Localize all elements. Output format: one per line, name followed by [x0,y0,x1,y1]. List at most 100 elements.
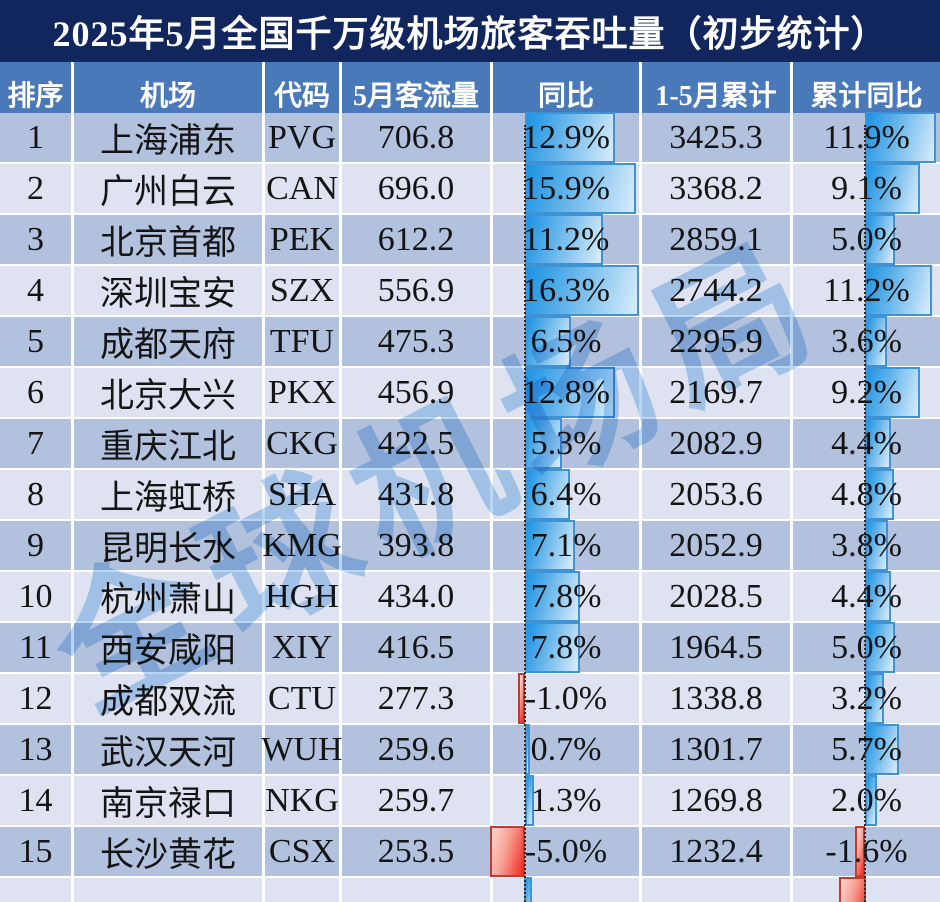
code-cell-label: XIY [271,628,333,666]
rank-cell: 14 [0,776,71,825]
code-cell-label: PVG [267,118,337,156]
positive-data-bar [525,265,639,316]
positive-data-bar [525,520,575,571]
airport-cell: 南京禄口 [74,776,262,825]
may-volume-cell-label: 253.5 [377,832,455,870]
airport-cell: 成都双流 [74,674,262,723]
cum-yoy-cell: 9.1% [793,163,940,214]
cum-yoy-cell-label: 3.8% [831,526,902,564]
positive-data-bar [865,418,891,469]
cumulative-cell: 2744.2 [642,266,790,315]
code-cell-label: PKX [267,373,337,411]
airport-cell-label: 深圳宝安 [100,276,236,313]
code-cell-label: CKG [266,424,338,462]
yoy-cell: 7.1% [493,520,639,571]
partial-positive-data-bar [524,877,532,902]
yoy-cell-label: 1.3% [530,781,602,819]
may-volume-cell: 259.6 [342,725,490,774]
yoy-cell: 16.3% [493,265,639,316]
yoy-cell-label: 0.7% [530,730,602,768]
airport-cell: 杭州萧山 [74,572,262,621]
may-volume-cell-label: 259.7 [377,781,455,819]
cum-yoy-cell: 11.2% [793,265,940,316]
cum-yoy-cell: 3.6% [793,316,940,367]
positive-data-bar [865,622,895,673]
airport-cell: 长沙黄花 [74,827,262,876]
code-cell: CKG [265,419,339,468]
positive-data-bar [865,316,887,367]
cumulative-cell: 1301.7 [642,725,790,774]
cumulative-cell-label: 3368.2 [669,169,763,207]
may-volume-cell: 431.8 [342,470,490,519]
rank-cell: 8 [0,470,71,519]
positive-data-bar [865,673,884,724]
cum-yoy-cell-label: 4.4% [831,424,902,462]
may-volume-cell: 475.3 [342,317,490,366]
airport-cell: 昆明长水 [74,521,262,570]
code-cell-label: WUH [261,730,343,768]
positive-data-bar [865,214,895,265]
airport-cell: 北京首都 [74,215,262,264]
positive-data-bar [525,775,534,826]
may-volume-cell-label: 475.3 [377,322,455,360]
negative-data-bar [490,826,525,877]
may-volume-cell: 456.9 [342,368,490,417]
code-cell: HGH [265,572,339,621]
airport-cell: 重庆江北 [74,419,262,468]
airport-cell-label: 上海虹桥 [100,480,236,517]
rank-cell-label: 7 [27,424,44,462]
rank-cell-label: 14 [18,781,53,819]
cum-yoy-cell: 4.4% [793,418,940,469]
may-volume-cell: 277.3 [342,674,490,723]
positive-data-bar [865,367,920,418]
yoy-cell-label: 7.8% [530,628,602,666]
yoy-cell: 7.8% [493,622,639,673]
code-cell: CSX [265,827,339,876]
airport-cell-label: 昆明长水 [100,531,236,568]
may-volume-cell-label: 456.9 [377,373,455,411]
yoy-cell-label: 7.1% [530,526,602,564]
cum-yoy-cell-label: 5.0% [831,628,902,666]
cumulative-cell-label: 1964.5 [669,628,763,666]
may-volume-cell-label: 422.5 [377,424,455,462]
code-cell-label: KMG [262,526,342,564]
airport-cell-label: 武汉天河 [100,735,236,772]
positive-data-bar [865,163,920,214]
positive-data-bar [525,571,580,622]
code-cell-label: CAN [266,169,338,207]
may-volume-cell-label: 416.5 [377,628,455,666]
rank-cell-label: 5 [27,322,44,360]
rank-cell-label: 15 [18,832,53,870]
cum-yoy-cell: 5.0% [793,214,940,265]
may-volume-cell: 434.0 [342,572,490,621]
may-volume-cell-label: 434.0 [377,577,455,615]
code-cell: SHA [265,470,339,519]
code-cell-label: PEK [269,220,335,258]
code-cell: PEK [265,215,339,264]
cum-yoy-cell: 9.2% [793,367,940,418]
partial-negative-data-bar [839,877,866,902]
partial-row-airport-cell [74,878,262,902]
cum-yoy-cell: 4.4% [793,571,940,622]
cumulative-cell: 1269.8 [642,776,790,825]
rank-cell-label: 3 [27,220,44,258]
positive-data-bar [525,418,562,469]
airport-cell: 成都天府 [74,317,262,366]
cum-yoy-cell-label: 3.6% [831,322,902,360]
code-cell: NKG [265,776,339,825]
airport-cell-label: 上海浦东 [100,123,236,160]
cum-yoy-cell-label: 3.2% [831,679,902,717]
positive-data-bar [525,316,571,367]
may-volume-cell: 706.8 [342,113,490,162]
cum-yoy-cell-label: 11.9% [823,118,910,156]
yoy-cell: 0.7% [493,724,639,775]
cumulative-cell-label: 2082.9 [669,424,763,462]
cum-yoy-cell: 2.0% [793,775,940,826]
cum-yoy-cell-label: 4.8% [831,475,902,513]
rank-cell: 3 [0,215,71,264]
cumulative-cell-label: 2295.9 [669,322,763,360]
code-cell: WUH [261,725,343,774]
cumulative-cell: 1232.4 [642,827,790,876]
cum-yoy-cell-label: 9.1% [831,169,902,207]
may-volume-cell-label: 696.0 [377,169,455,207]
